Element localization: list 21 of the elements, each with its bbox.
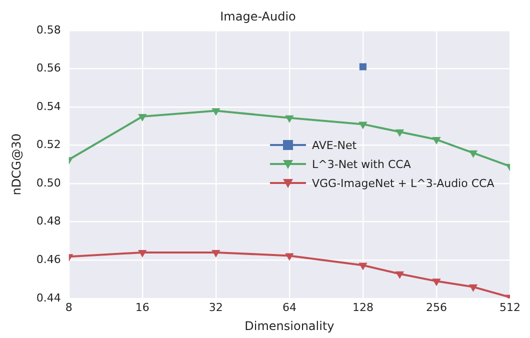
y-tick-label: 0.54 <box>36 100 61 113</box>
x-tick-label: 128 <box>352 300 374 314</box>
legend-label: L^3-Net with CCA <box>312 158 411 171</box>
y-tick-label: 0.52 <box>36 138 61 152</box>
y-tick-label: 0.44 <box>36 291 61 304</box>
chart-title: Image-Audio <box>220 9 296 24</box>
y-tick-label: 0.50 <box>36 176 61 190</box>
x-tick-label: 16 <box>135 300 150 314</box>
x-axis-title: Dimensionality <box>244 318 334 333</box>
y-tick-label: 0.56 <box>36 62 61 75</box>
x-tick-label: 256 <box>426 300 447 314</box>
y-axis-title: nDCG@30 <box>9 134 24 196</box>
x-tick-label: 8 <box>65 300 72 314</box>
y-tick-label: 0.48 <box>36 214 61 228</box>
y-tick-label: 0.46 <box>36 252 61 266</box>
legend-label: AVE-Net <box>312 138 357 152</box>
legend-label: VGG-ImageNet + L^3-Audio CCA <box>312 176 494 190</box>
y-tick-label: 0.58 <box>36 23 61 36</box>
x-tick-label: 32 <box>208 300 223 314</box>
x-tick-label: 64 <box>282 300 296 314</box>
x-tick-label: 512 <box>500 300 520 314</box>
